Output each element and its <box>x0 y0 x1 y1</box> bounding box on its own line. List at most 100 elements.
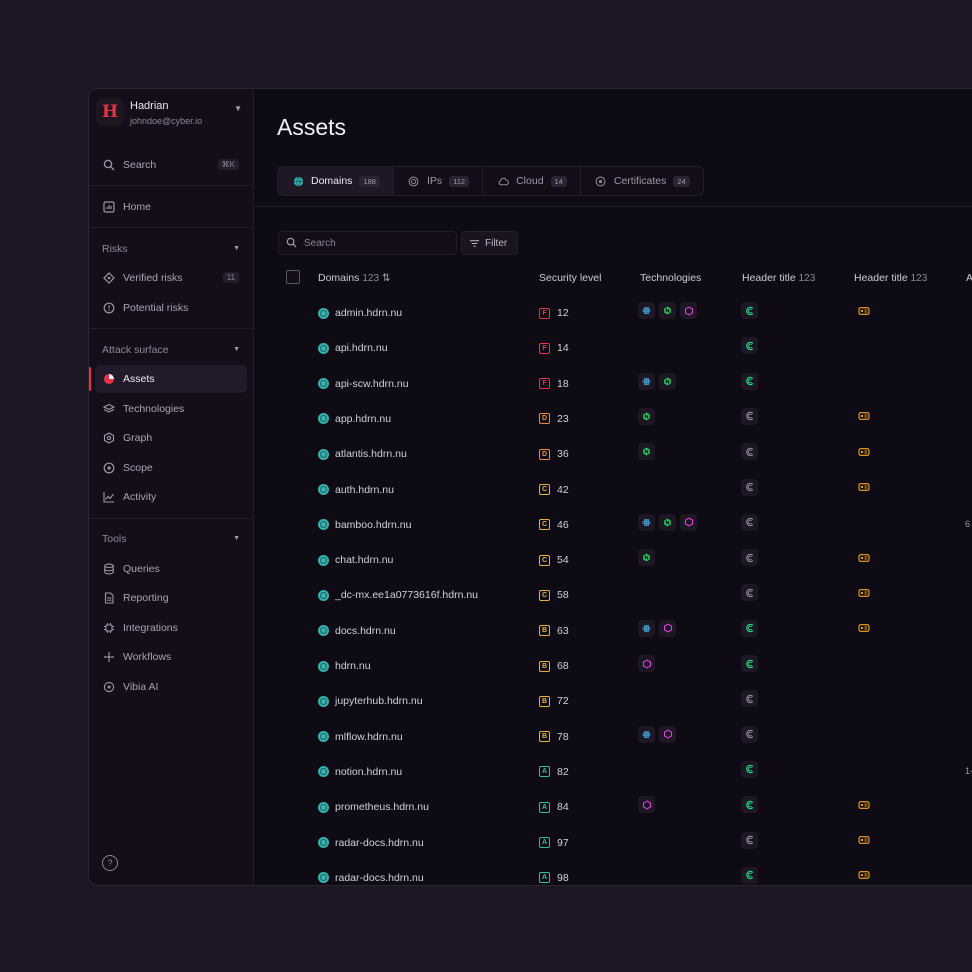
domain-name: _dc-mx.ee1a0773616f.hdrn.nu <box>335 589 479 602</box>
sidebar-item-workflows[interactable]: Workflows <box>95 643 247 671</box>
table-row[interactable]: prometheus.hdrn.nu A 84 <box>277 789 972 824</box>
header-title-1-cell <box>741 584 758 602</box>
domain-cell[interactable]: admin.hdrn.nu <box>318 307 402 319</box>
security-level-cell: F 14 <box>539 342 569 354</box>
header-title-2-cell <box>855 796 872 813</box>
nginx-icon <box>638 407 655 425</box>
sort-icon[interactable]: ⇅ <box>381 273 391 284</box>
column-technologies[interactable]: Technologies <box>640 272 702 284</box>
sidebar-item-verified-risks[interactable]: Verified risks 11 <box>95 264 247 292</box>
header-title-1-cell <box>741 760 758 778</box>
column-domains[interactable]: Domains 123 ⇅ <box>318 272 390 284</box>
table-row[interactable]: _dc-mx.ee1a0773616f.hdrn.nu C 58 <box>277 577 972 612</box>
domain-cell[interactable]: jupyterhub.hdrn.nu <box>318 695 423 707</box>
table-row[interactable]: api-scw.hdrn.nu F 18 <box>277 366 972 401</box>
domain-cell[interactable]: bamboo.hdrn.nu <box>318 519 411 531</box>
column-security-level[interactable]: Security level <box>539 272 602 284</box>
cloudflare-icon <box>741 584 758 602</box>
domain-cell[interactable]: notion.hdrn.nu <box>318 766 402 778</box>
table-row[interactable]: docs.hdrn.nu B 63 <box>277 613 972 648</box>
tab-label: IPs <box>426 175 443 187</box>
security-score: 36 <box>557 448 569 461</box>
tab-label: Certificates <box>613 175 667 187</box>
domain-cell[interactable]: api-scw.hdrn.nu <box>318 378 409 390</box>
sidebar-item-scope[interactable]: Scope <box>95 454 247 482</box>
domain-cell[interactable]: hdrn.nu <box>318 660 371 672</box>
table-row[interactable]: hdrn.nu B 68 <box>277 648 972 683</box>
grade-badge: A <box>539 801 550 813</box>
column-header-title-1[interactable]: Header title 123 <box>742 272 815 284</box>
tab-count: 24 <box>673 175 690 187</box>
domain-cell[interactable]: auth.hdrn.nu <box>318 484 394 496</box>
table-row[interactable]: atlantis.hdrn.nu D 36 <box>277 436 972 471</box>
sidebar-item-vibia-ai[interactable]: Vibia AI <box>95 673 247 701</box>
grade-badge: D <box>539 413 550 425</box>
help-icon[interactable]: ? <box>102 855 118 871</box>
table-row[interactable]: mlflow.hdrn.nu B 78 <box>277 719 972 754</box>
table-row[interactable]: auth.hdrn.nu C 42 <box>277 472 972 507</box>
section-risks[interactable]: Risks ▼ <box>102 243 240 255</box>
domain-name: hdrn.nu <box>335 660 371 672</box>
technologies-cell <box>638 619 676 637</box>
domain-cell[interactable]: docs.hdrn.nu <box>318 625 396 637</box>
domain-cell[interactable]: prometheus.hdrn.nu <box>318 801 429 813</box>
security-level-cell: B 68 <box>539 660 569 672</box>
domain-cell[interactable]: chat.hdrn.nu <box>318 554 393 566</box>
sidebar-item-integrations[interactable]: Integrations <box>95 614 247 642</box>
domain-cell[interactable]: _dc-mx.ee1a0773616f.hdrn.nu <box>318 589 478 601</box>
asset-tabs: Domains 188 IPs 112 Cloud 14 Certificate… <box>277 166 704 196</box>
table-row[interactable]: radar-docs.hdrn.nu A 97 <box>277 825 972 860</box>
column-extra[interactable]: A <box>966 272 972 284</box>
table-row[interactable]: admin.hdrn.nu F 12 <box>277 295 972 330</box>
section-tools[interactable]: Tools ▼ <box>102 533 240 545</box>
sidebar-item-activity[interactable]: Activity <box>95 483 247 511</box>
sidebar-item-reporting[interactable]: Reporting <box>95 584 247 612</box>
select-all-checkbox[interactable] <box>286 270 300 284</box>
domain-cell[interactable]: mlflow.hdrn.nu <box>318 731 403 743</box>
chip-icon <box>102 621 116 635</box>
domain-cell[interactable]: app.hdrn.nu <box>318 413 391 425</box>
profile-switcher[interactable]: H Hadrian johndoe@cyber.io ▼ <box>96 98 246 132</box>
table-row[interactable]: radar-docs.hdrn.nu A 98 <box>277 860 972 885</box>
cloudflare-icon <box>741 478 758 496</box>
tab-domains[interactable]: Domains 188 <box>278 167 394 195</box>
search-input[interactable]: Search <box>278 231 457 255</box>
sidebar-item-label: Potential risks <box>123 302 189 314</box>
cloudflare-icon <box>741 407 758 425</box>
table-row[interactable]: app.hdrn.nu D 23 <box>277 401 972 436</box>
table-row[interactable]: chat.hdrn.nu C 54 <box>277 542 972 577</box>
sidebar-item-technologies[interactable]: Technologies <box>95 395 247 423</box>
table-row[interactable]: bamboo.hdrn.nu C 46 6 <box>277 507 972 542</box>
header-title-1-cell <box>741 831 758 849</box>
domain-cell[interactable]: api.hdrn.nu <box>318 342 388 354</box>
sidebar-item-home[interactable]: Home <box>95 193 247 221</box>
tab-certificates[interactable]: Certificates 24 <box>581 167 703 195</box>
column-header-title-2[interactable]: Header title 123 <box>854 272 927 284</box>
table-row[interactable]: jupyterhub.hdrn.nu B 72 <box>277 683 972 718</box>
sidebar-item-queries[interactable]: Queries <box>95 555 247 583</box>
sidebar-item-potential-risks[interactable]: Potential risks <box>95 294 247 322</box>
tab-cloud[interactable]: Cloud 14 <box>483 167 581 195</box>
table-row[interactable]: notion.hdrn.nu A 82 1- <box>277 754 972 789</box>
sidebar-search[interactable]: Search ⌘K <box>95 151 247 179</box>
column-count: 123 <box>910 273 928 284</box>
tab-ips[interactable]: IPs 112 <box>394 167 484 195</box>
grade-badge: C <box>539 519 550 531</box>
section-attack-surface[interactable]: Attack surface ▼ <box>102 344 240 356</box>
sidebar-item-assets[interactable]: Assets <box>89 365 247 393</box>
globe-icon <box>318 413 329 425</box>
grade-badge: F <box>539 307 550 319</box>
nginx-icon <box>659 372 676 390</box>
domain-cell[interactable]: radar-docs.hdrn.nu <box>318 837 424 849</box>
section-tools-label: Tools <box>102 533 127 545</box>
certificate-icon <box>595 175 607 187</box>
filter-button[interactable]: Filter <box>461 231 518 255</box>
domain-cell[interactable]: radar-docs.hdrn.nu <box>318 872 424 884</box>
security-score: 46 <box>557 518 569 531</box>
sidebar-item-graph[interactable]: Graph <box>95 424 247 452</box>
table-row[interactable]: api.hdrn.nu F 14 <box>277 330 972 365</box>
domain-cell[interactable]: atlantis.hdrn.nu <box>318 448 407 460</box>
chevron-down-icon: ▼ <box>233 346 240 353</box>
domain-name: mlflow.hdrn.nu <box>335 730 403 743</box>
